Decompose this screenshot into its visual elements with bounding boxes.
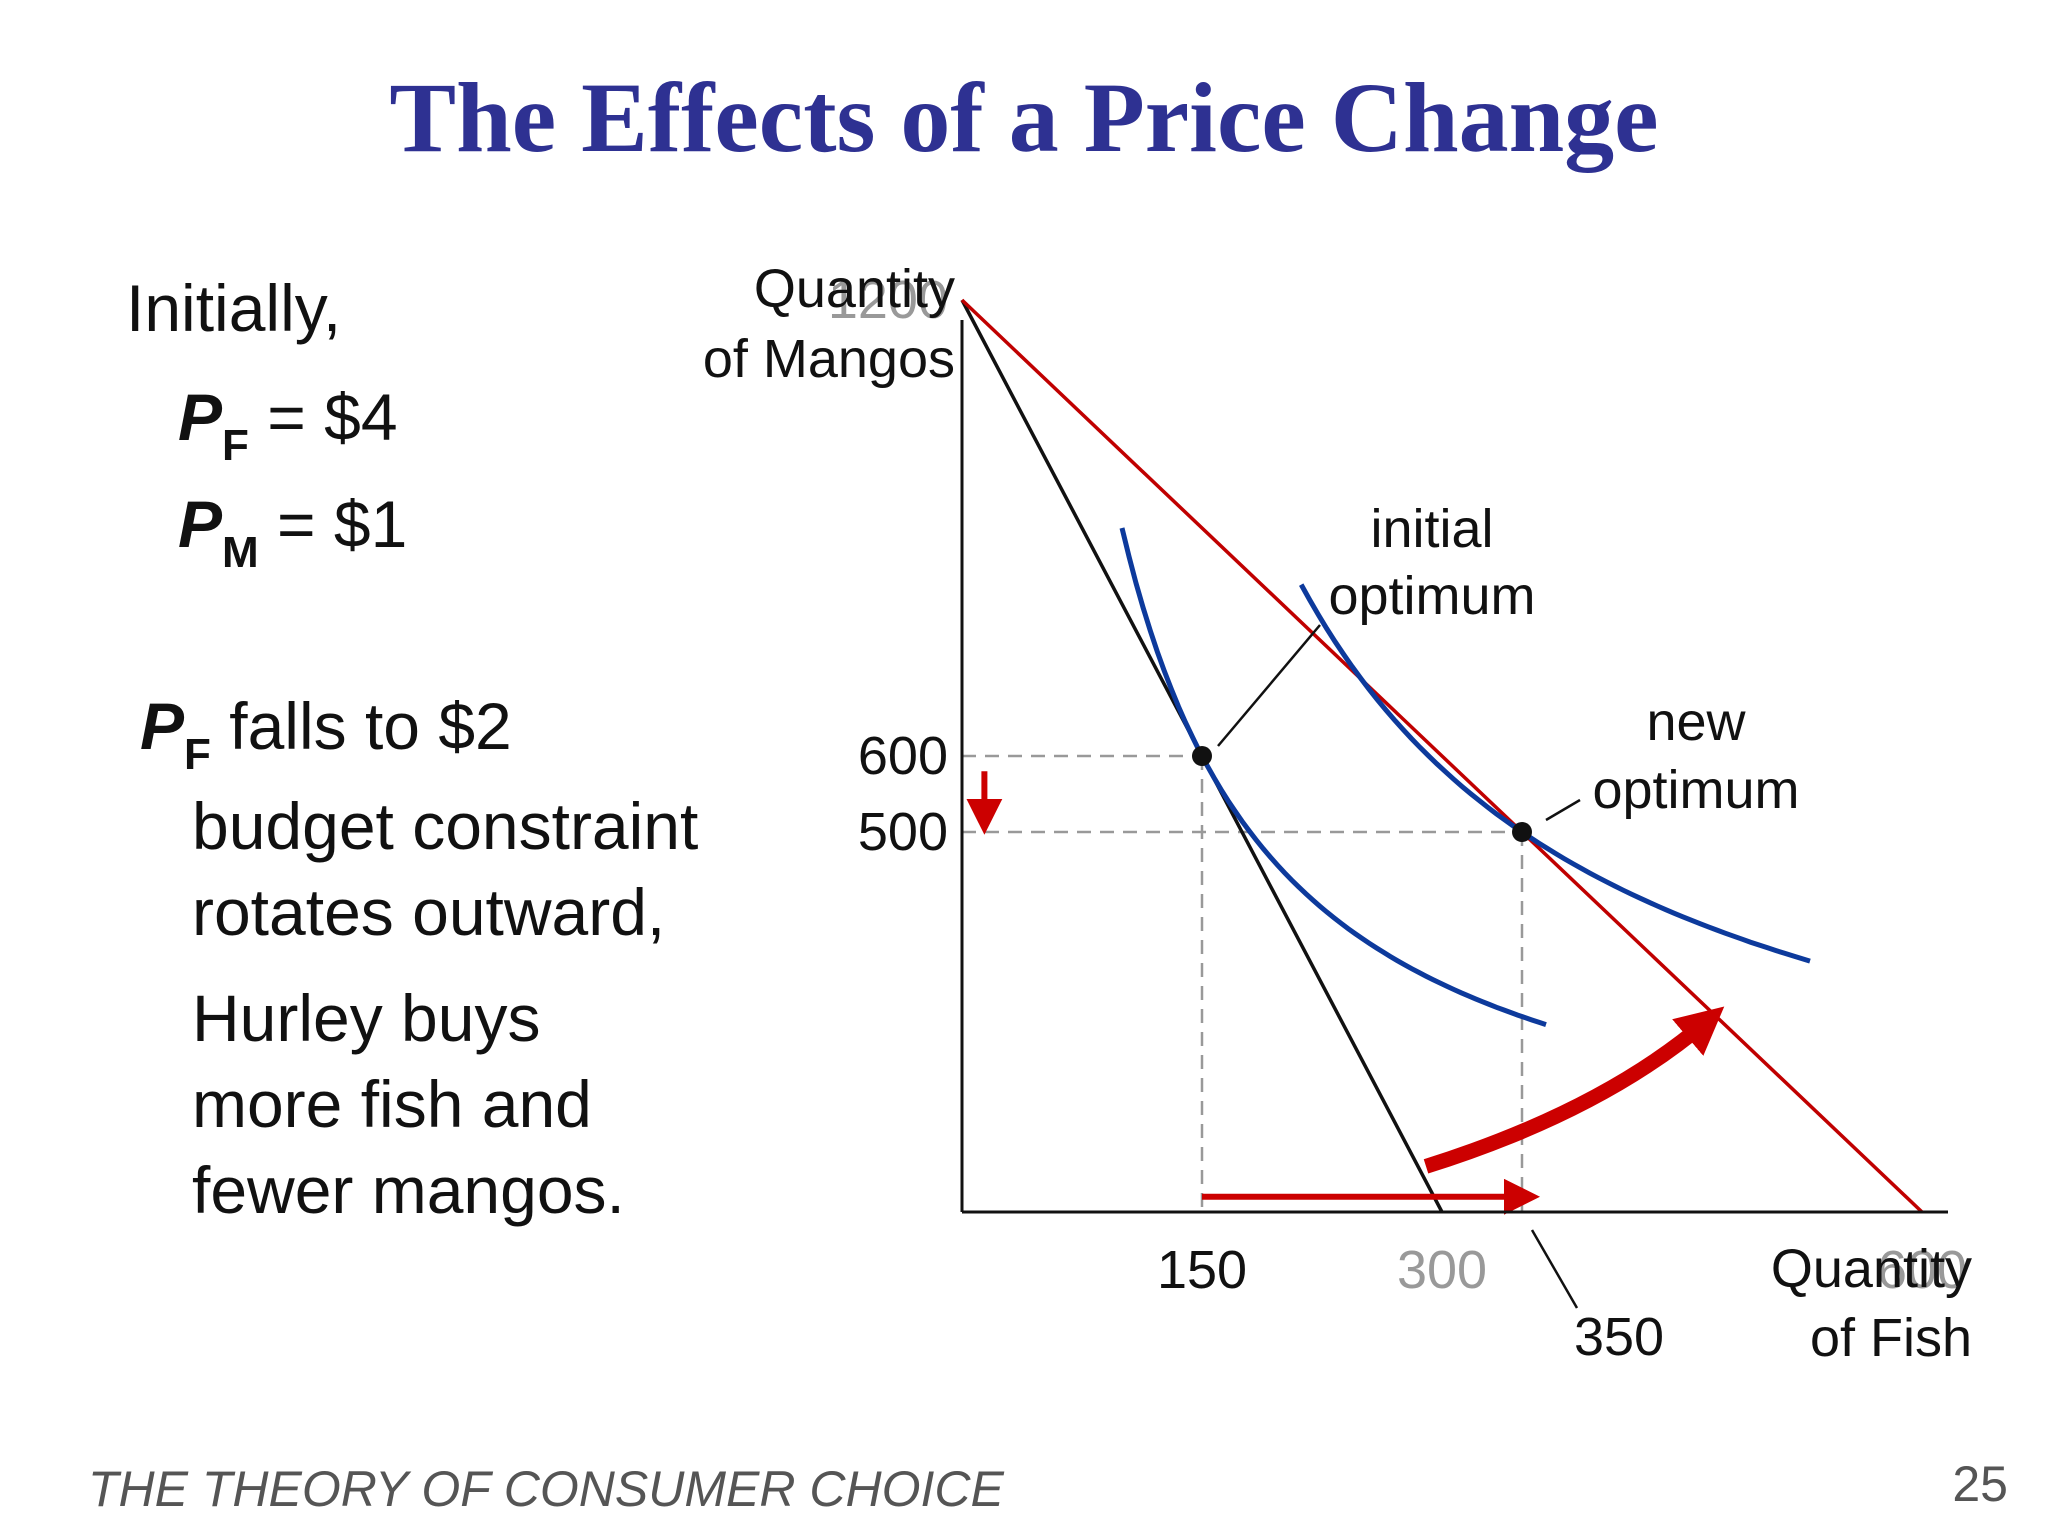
initial-optimum-label: optimum [1328,566,1535,626]
initial-optimum-leader [1217,624,1321,747]
explanation-line: budget constraint [192,789,699,863]
budget-line-new [960,298,1924,1214]
y-axis-title: Quantity [754,259,955,319]
initial-optimum-point [1192,746,1212,766]
explanation-line: fewer mangos. [192,1153,625,1227]
slide-title: The Effects of a Price Change [389,62,1659,173]
initial-optimum-label: initial [1370,499,1493,559]
new-optimum-point [1512,822,1532,842]
pf-subscript: F [222,421,249,470]
pf-fall-subscript: F [184,730,211,779]
explanation-line: rotates outward, [192,875,666,949]
explanation-line: Hurley buys [192,981,541,1055]
new-optimum-label: optimum [1592,760,1799,820]
pf-initial: PF = $4 [178,377,398,470]
y-tick-label: 1200 [828,270,948,330]
x-axis-title: of Fish [1810,1308,1972,1368]
indifference-curve-IC2 [1299,583,1811,964]
pm-initial: PM = $1 [178,484,408,577]
y-axis-title: of Mangos [703,329,955,389]
new-optimum-leader [1545,798,1581,822]
pf-symbol: P [178,380,223,454]
slide-footer: THE THEORY OF CONSUMER CHOICE [88,1461,1004,1517]
pf-fall-text: falls to $2 [210,689,512,763]
pf-value: = $4 [248,380,398,454]
x-tick-label: 600 [1877,1240,1967,1300]
pf-fall-symbol: P [140,689,185,763]
pm-value: = $1 [258,487,408,561]
page-number: 25 [1952,1456,2008,1512]
new-optimum-label: new [1646,692,1746,752]
x-callout-leader [1530,1229,1579,1309]
y-tick-label: 500 [858,802,948,862]
x-tick-label: 300 [1397,1240,1487,1300]
pm-symbol: P [178,487,223,561]
rotation-arrow [1423,1006,1725,1174]
explanation-line: more fish and [192,1067,592,1141]
indifference-curve-IC1 [1119,527,1547,1027]
x-axis-title: Quantity [1771,1239,1972,1299]
initially-label: Initially, [126,271,342,345]
y-tick-label: 600 [858,726,948,786]
pm-subscript: M [222,528,259,577]
pf-falls: PF falls to $2 [140,686,512,779]
x-callout-label: 350 [1574,1307,1664,1367]
x-tick-label: 150 [1157,1240,1247,1300]
